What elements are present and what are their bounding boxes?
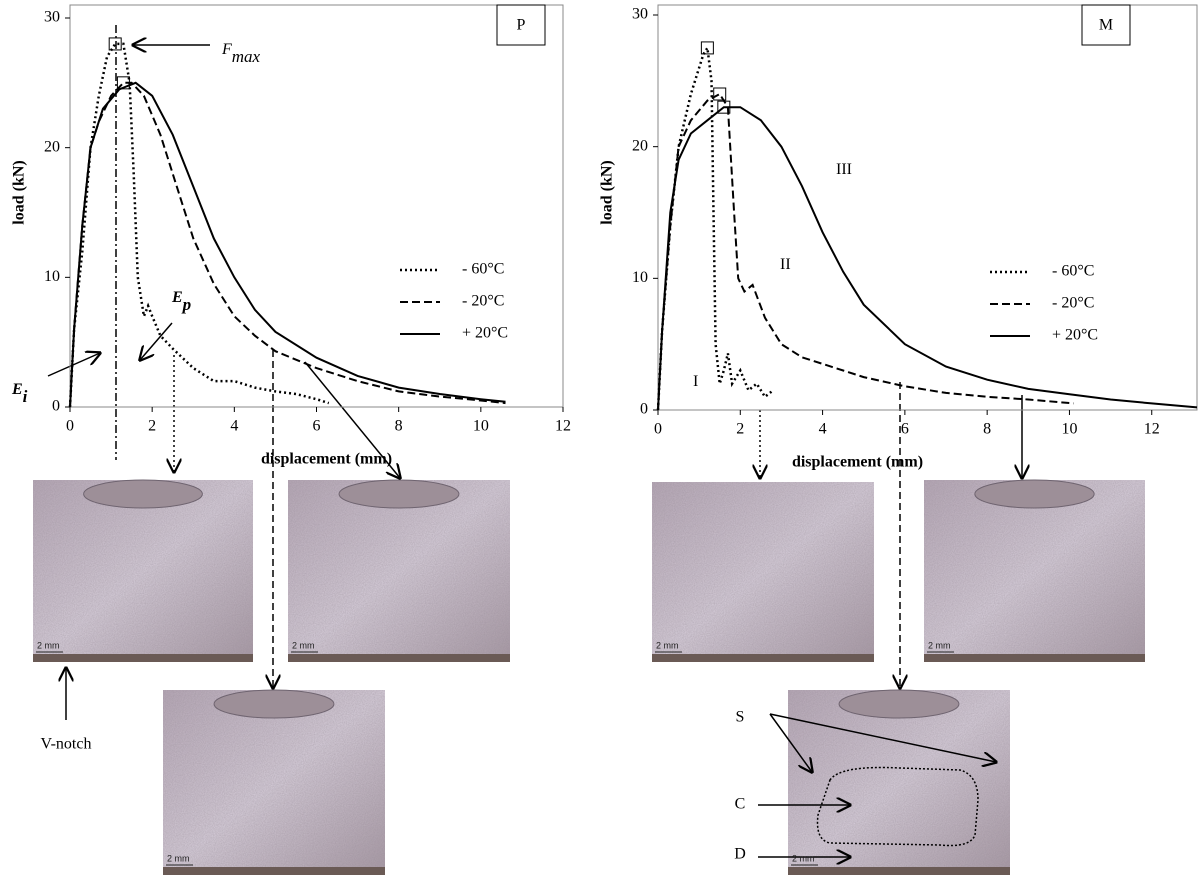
arrow [140, 322, 173, 360]
fracture-photo [924, 480, 1145, 662]
fracture-photo [652, 482, 874, 662]
s-label: S [736, 709, 745, 726]
series-line [656, 44, 774, 411]
annotation-text: E [11, 381, 23, 398]
x-tick-label: 8 [983, 421, 991, 438]
y-tick-label: 0 [640, 401, 648, 418]
scale-label: 2 mm [656, 640, 679, 650]
annotation-sub: max [232, 47, 261, 66]
arrow [304, 361, 400, 478]
legend-label: - 60°C [462, 261, 504, 278]
annotation: Ep [171, 289, 191, 314]
x-tick-label: 4 [230, 418, 238, 435]
x-tick-label: 6 [901, 421, 909, 438]
peak-marker [108, 37, 122, 51]
annotation-text: III [836, 161, 852, 178]
y-tick-label: 0 [52, 398, 60, 415]
legend-label: - 60°C [1052, 263, 1094, 280]
arrows [47, 25, 1022, 857]
v-notch [338, 479, 460, 509]
x-tick-label: 0 [66, 418, 74, 435]
x-axis-label: displacement (mm) [792, 454, 923, 471]
y-tick-label: 30 [632, 6, 648, 23]
y-tick-label: 30 [44, 9, 60, 26]
v-notch [83, 479, 203, 509]
fracture-photo [33, 480, 253, 662]
x-tick-label: 2 [148, 418, 156, 435]
x-tick-label: 12 [555, 418, 571, 435]
d-label: D [734, 846, 746, 863]
scale-label: 2 mm [292, 640, 315, 650]
annotation-sub: p [181, 295, 192, 314]
annotation: Ei [11, 381, 28, 406]
scale-label: 2 mm [167, 853, 190, 863]
plot-frame [69, 4, 564, 408]
x-tick-label: 2 [736, 421, 744, 438]
scale-label: 2 mm [37, 640, 60, 650]
peak-marker [713, 87, 727, 101]
y-tick-label: 10 [44, 268, 60, 285]
series-line [657, 106, 1198, 411]
x-tick-label: 8 [395, 418, 403, 435]
series-line [68, 42, 330, 408]
y-axis-label: load (kN) [599, 160, 616, 224]
y-tick-label: 10 [632, 269, 648, 286]
annotation: Fmax [221, 41, 261, 66]
plot-frame [657, 4, 1198, 411]
peak-marker [717, 100, 731, 114]
peak-marker [700, 41, 714, 55]
v-notch [838, 689, 960, 719]
y-tick-label: 20 [632, 137, 648, 154]
legend-label: - 20°C [462, 293, 504, 310]
v-notch-label: V-notch [41, 736, 92, 753]
series-line [657, 92, 1074, 411]
annotation: II [780, 256, 791, 273]
panel-label-box [1081, 4, 1131, 46]
annotation-text: I [693, 373, 698, 390]
c-label: C [735, 796, 746, 813]
annotation-sub: i [23, 387, 28, 406]
photo-base [33, 654, 253, 662]
x-tick-label: 10 [473, 418, 489, 435]
v-notch [213, 689, 335, 719]
core-outline [816, 766, 979, 847]
y-tick-label: 20 [44, 138, 60, 155]
photo-base [163, 867, 385, 875]
scale-label: 2 mm [928, 640, 951, 650]
photo-base [652, 654, 874, 662]
annotation: I [693, 373, 698, 390]
x-tick-label: 6 [313, 418, 321, 435]
x-tick-label: 10 [1061, 421, 1077, 438]
legend-label: - 20°C [1052, 295, 1094, 312]
legend-label: + 20°C [1052, 327, 1098, 344]
y-axis-label: load (kN) [11, 160, 28, 224]
arrow [47, 353, 100, 377]
panel-label: M [1099, 17, 1113, 34]
photo-base [924, 654, 1145, 662]
annotation: III [836, 161, 852, 178]
annotation-text: F [221, 41, 232, 58]
x-tick-label: 12 [1144, 421, 1160, 438]
arrow [769, 713, 812, 772]
annotation-text: E [171, 289, 183, 306]
photos [33, 479, 1145, 875]
x-tick-label: 4 [819, 421, 827, 438]
series-line [69, 81, 506, 408]
legend-label: + 20°C [462, 325, 508, 342]
arrow [769, 713, 996, 762]
x-axis-label: displacement (mm) [261, 451, 392, 468]
peak-marker [116, 76, 130, 90]
fracture-photo [163, 690, 385, 875]
annotation-text: II [780, 256, 791, 273]
panel-label-box [496, 4, 546, 46]
photo-base [788, 867, 1010, 875]
panel-label: P [517, 17, 526, 34]
v-notch [974, 479, 1095, 509]
photo-base [288, 654, 510, 662]
fracture-photo [288, 480, 510, 662]
scale-label: 2 mm [792, 853, 815, 863]
x-tick-label: 0 [654, 421, 662, 438]
series-line [69, 81, 506, 408]
